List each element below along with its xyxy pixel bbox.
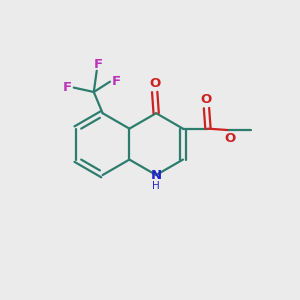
Text: F: F: [63, 81, 72, 94]
Text: O: O: [201, 93, 212, 106]
Text: O: O: [149, 77, 160, 90]
Text: H: H: [152, 181, 160, 191]
Text: F: F: [94, 58, 103, 71]
Text: O: O: [224, 132, 236, 145]
Text: F: F: [112, 75, 121, 88]
Text: N: N: [151, 169, 162, 182]
